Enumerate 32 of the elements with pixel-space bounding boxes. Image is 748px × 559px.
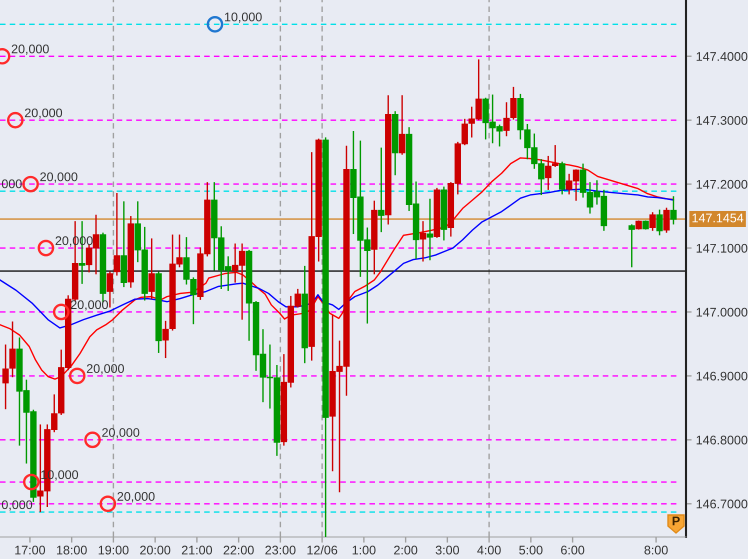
x-tick-label: 6:00 [561,546,584,555]
x-tick-label: 4:00 [477,546,501,555]
y-tick-label: 147.2000 [696,180,748,189]
annotation: P [672,516,680,526]
x-tick-label: 18:00 [56,546,87,555]
annotation: 20,000 [12,44,49,55]
x-tick-label: 21:00 [182,546,212,555]
annotation: 10,000 [224,12,262,23]
x-tick-label: 17:00 [15,546,46,555]
x-tick-label: 22:00 [224,546,254,555]
ref-line-label: 147.1454 [692,214,744,222]
annotation: 20,000 [102,428,140,438]
y-tick-label: 147.1000 [696,244,748,253]
annotation: 20,000 [40,172,78,183]
y-tick-label: 147.3000 [696,116,748,125]
x-tick-label: 5:00 [519,546,543,555]
annotation: 20,000 [86,364,124,374]
x-tick-label: 20:00 [140,546,170,555]
annotation: 20,000 [117,492,155,502]
y-tick-label: 146.8000 [696,436,748,444]
y-tick-label: 146.7000 [696,500,748,508]
x-tick-label: 23:00 [265,546,296,555]
annotation: 20,000 [24,108,62,119]
x-tick-label: 3:00 [436,546,460,555]
x-tick-label: 8:00 [644,546,668,555]
x-tick-label: 12/06 [307,545,338,555]
y-tick-label: 147.0000 [696,308,748,317]
y-tick-label: 146.9000 [696,372,748,381]
x-tick-label: 2:00 [394,546,418,555]
x-tick-label: 19:00 [98,546,129,555]
x-tick-label: 1:00 [352,546,376,555]
y-tick-label: 147.4000 [696,52,748,61]
